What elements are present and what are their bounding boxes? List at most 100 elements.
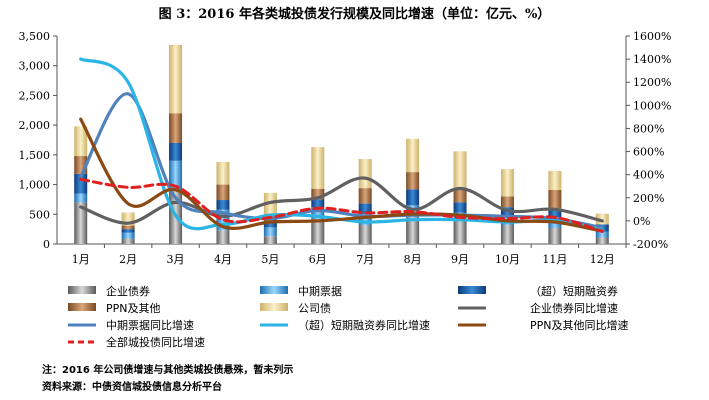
x-tick-label: 11月 — [542, 253, 567, 266]
bar-2-5 — [263, 227, 277, 237]
bar-3-2 — [121, 229, 135, 233]
bar-2-12 — [595, 231, 609, 238]
x-tick-label: 8月 — [404, 253, 422, 266]
y-left-tick-label: 3,500 — [19, 30, 51, 43]
legend: 企业债券 中期票据 （超）短期融资券 PPN及其他 公司债 企业债券同比增速中期票据同比增… — [68, 284, 629, 349]
legend-label: PPN及其他同比增速 — [530, 318, 629, 332]
y-left-tick-label: 3,000 — [19, 60, 51, 73]
x-tick-label: 12月 — [590, 253, 615, 266]
x-tick-label: 4月 — [214, 253, 232, 266]
legend-swatch-bar — [260, 286, 288, 294]
bar-1-5 — [263, 236, 277, 244]
bar-2-7 — [358, 214, 372, 225]
x-tick-label: 5月 — [261, 253, 279, 266]
y-right-tick-label: 600% — [633, 146, 664, 159]
y-left-tick-label: 0 — [43, 238, 50, 251]
chart-title: 图 3：2016 年各类城投债发行规模及同比增速（单位：亿元、%） — [158, 7, 551, 22]
bar-5-3 — [169, 44, 183, 114]
line-series-1 — [79, 176, 604, 225]
line-series-4 — [79, 117, 604, 233]
line-series-3 — [79, 57, 604, 232]
bar-1-2 — [121, 238, 135, 244]
y-right-tick-label: 800% — [633, 122, 664, 135]
legend-label: （超）短期融资券同比增速 — [298, 318, 430, 332]
bar-2-1 — [74, 193, 88, 203]
x-tick-label: 9月 — [451, 253, 469, 266]
legend-label: PPN及其他 — [106, 302, 161, 315]
bar-1-11 — [548, 227, 562, 244]
x-tick-label: 10月 — [495, 253, 520, 266]
bar-1-1 — [74, 202, 88, 244]
bar-4-3 — [169, 113, 183, 143]
legend-label: 中期票据同比增速 — [106, 318, 194, 332]
x-tick-label: 3月 — [167, 253, 185, 266]
bar-1-12 — [595, 237, 609, 244]
y-left-tick-label: 1,000 — [19, 179, 51, 192]
bar-3-5 — [263, 222, 277, 228]
bar-4-6 — [311, 188, 325, 200]
bar-5-11 — [548, 170, 562, 190]
x-tick-label: 2月 — [119, 253, 137, 266]
bar-3-9 — [453, 202, 467, 213]
bar-1-9 — [453, 221, 467, 244]
bar-2-3 — [169, 160, 183, 191]
y-left-tick-label: 500 — [29, 208, 50, 221]
y-left-tick-label: 1,500 — [19, 149, 51, 162]
bar-4-9 — [453, 188, 467, 203]
legend-label: 全部城投债同比增速 — [106, 335, 205, 349]
y-right-tick-label: 1000% — [633, 99, 671, 112]
bar-3-7 — [358, 203, 372, 215]
bar-3-6 — [311, 199, 325, 208]
x-tick-label: 1月 — [72, 253, 90, 266]
y-right-tick-label: 1600% — [633, 30, 671, 43]
bar-1-6 — [311, 219, 325, 244]
bar-5-12 — [595, 213, 609, 225]
bar-3-8 — [406, 189, 420, 206]
bar-4-10 — [500, 196, 514, 208]
bar-5-4 — [216, 161, 230, 185]
legend-label: 企业债券 — [106, 284, 150, 298]
y-right-tick-label: 1400% — [633, 53, 671, 66]
line-series-5 — [79, 177, 604, 233]
y-right-tick-label: 1200% — [633, 76, 671, 89]
bar-1-10 — [500, 224, 514, 244]
bar-3-11 — [548, 208, 562, 218]
legend-label: 公司债 — [298, 301, 331, 315]
bar-5-1 — [74, 126, 88, 157]
bar-5-9 — [453, 151, 467, 189]
bar-3-3 — [169, 142, 183, 161]
bar-5-6 — [311, 147, 325, 189]
legend-label: 中期票据 — [298, 284, 342, 298]
bar-4-11 — [548, 189, 562, 209]
bar-5-10 — [500, 169, 514, 197]
bar-1-8 — [406, 217, 420, 244]
y-right-tick-label: -200% — [633, 238, 668, 251]
legend-swatch-bar — [68, 286, 96, 294]
chart-note: 注：2016 年公司债增速与其他类城投债悬殊，暂未列示 — [42, 365, 294, 376]
legend-label: 企业债券同比增速 — [530, 301, 618, 315]
bar-1-7 — [358, 224, 372, 244]
legend-label: （超）短期融资券 — [530, 284, 618, 298]
bar-4-2 — [121, 225, 135, 230]
x-tick-label: 7月 — [356, 253, 374, 266]
axes: 0 500 1,000 1,500 2,000 2,500 3,000 3,500 -200% 0… — [19, 30, 672, 266]
x-tick-label: 6月 — [309, 253, 327, 266]
legend-swatch-bar — [260, 303, 288, 311]
y-left-tick-label: 2,500 — [19, 89, 51, 102]
bar-4-8 — [406, 172, 420, 190]
legend-swatch-bar — [458, 286, 486, 294]
legend-swatch-bar — [68, 303, 96, 311]
bar-3-4 — [216, 200, 230, 210]
bar-2-2 — [121, 232, 135, 239]
bar-1-4 — [216, 230, 230, 244]
y-left-tick-label: 2,000 — [19, 119, 51, 132]
line-series-2 — [79, 92, 604, 230]
bar-5-8 — [406, 138, 420, 173]
bar-2-6 — [311, 207, 325, 220]
y-right-tick-label: 200% — [633, 192, 664, 205]
bar-4-7 — [358, 188, 372, 204]
line-layer — [79, 57, 604, 233]
bar-5-7 — [358, 159, 372, 189]
chart-source: 资料来源：中债资信城投债信息分析平台 — [42, 382, 222, 393]
